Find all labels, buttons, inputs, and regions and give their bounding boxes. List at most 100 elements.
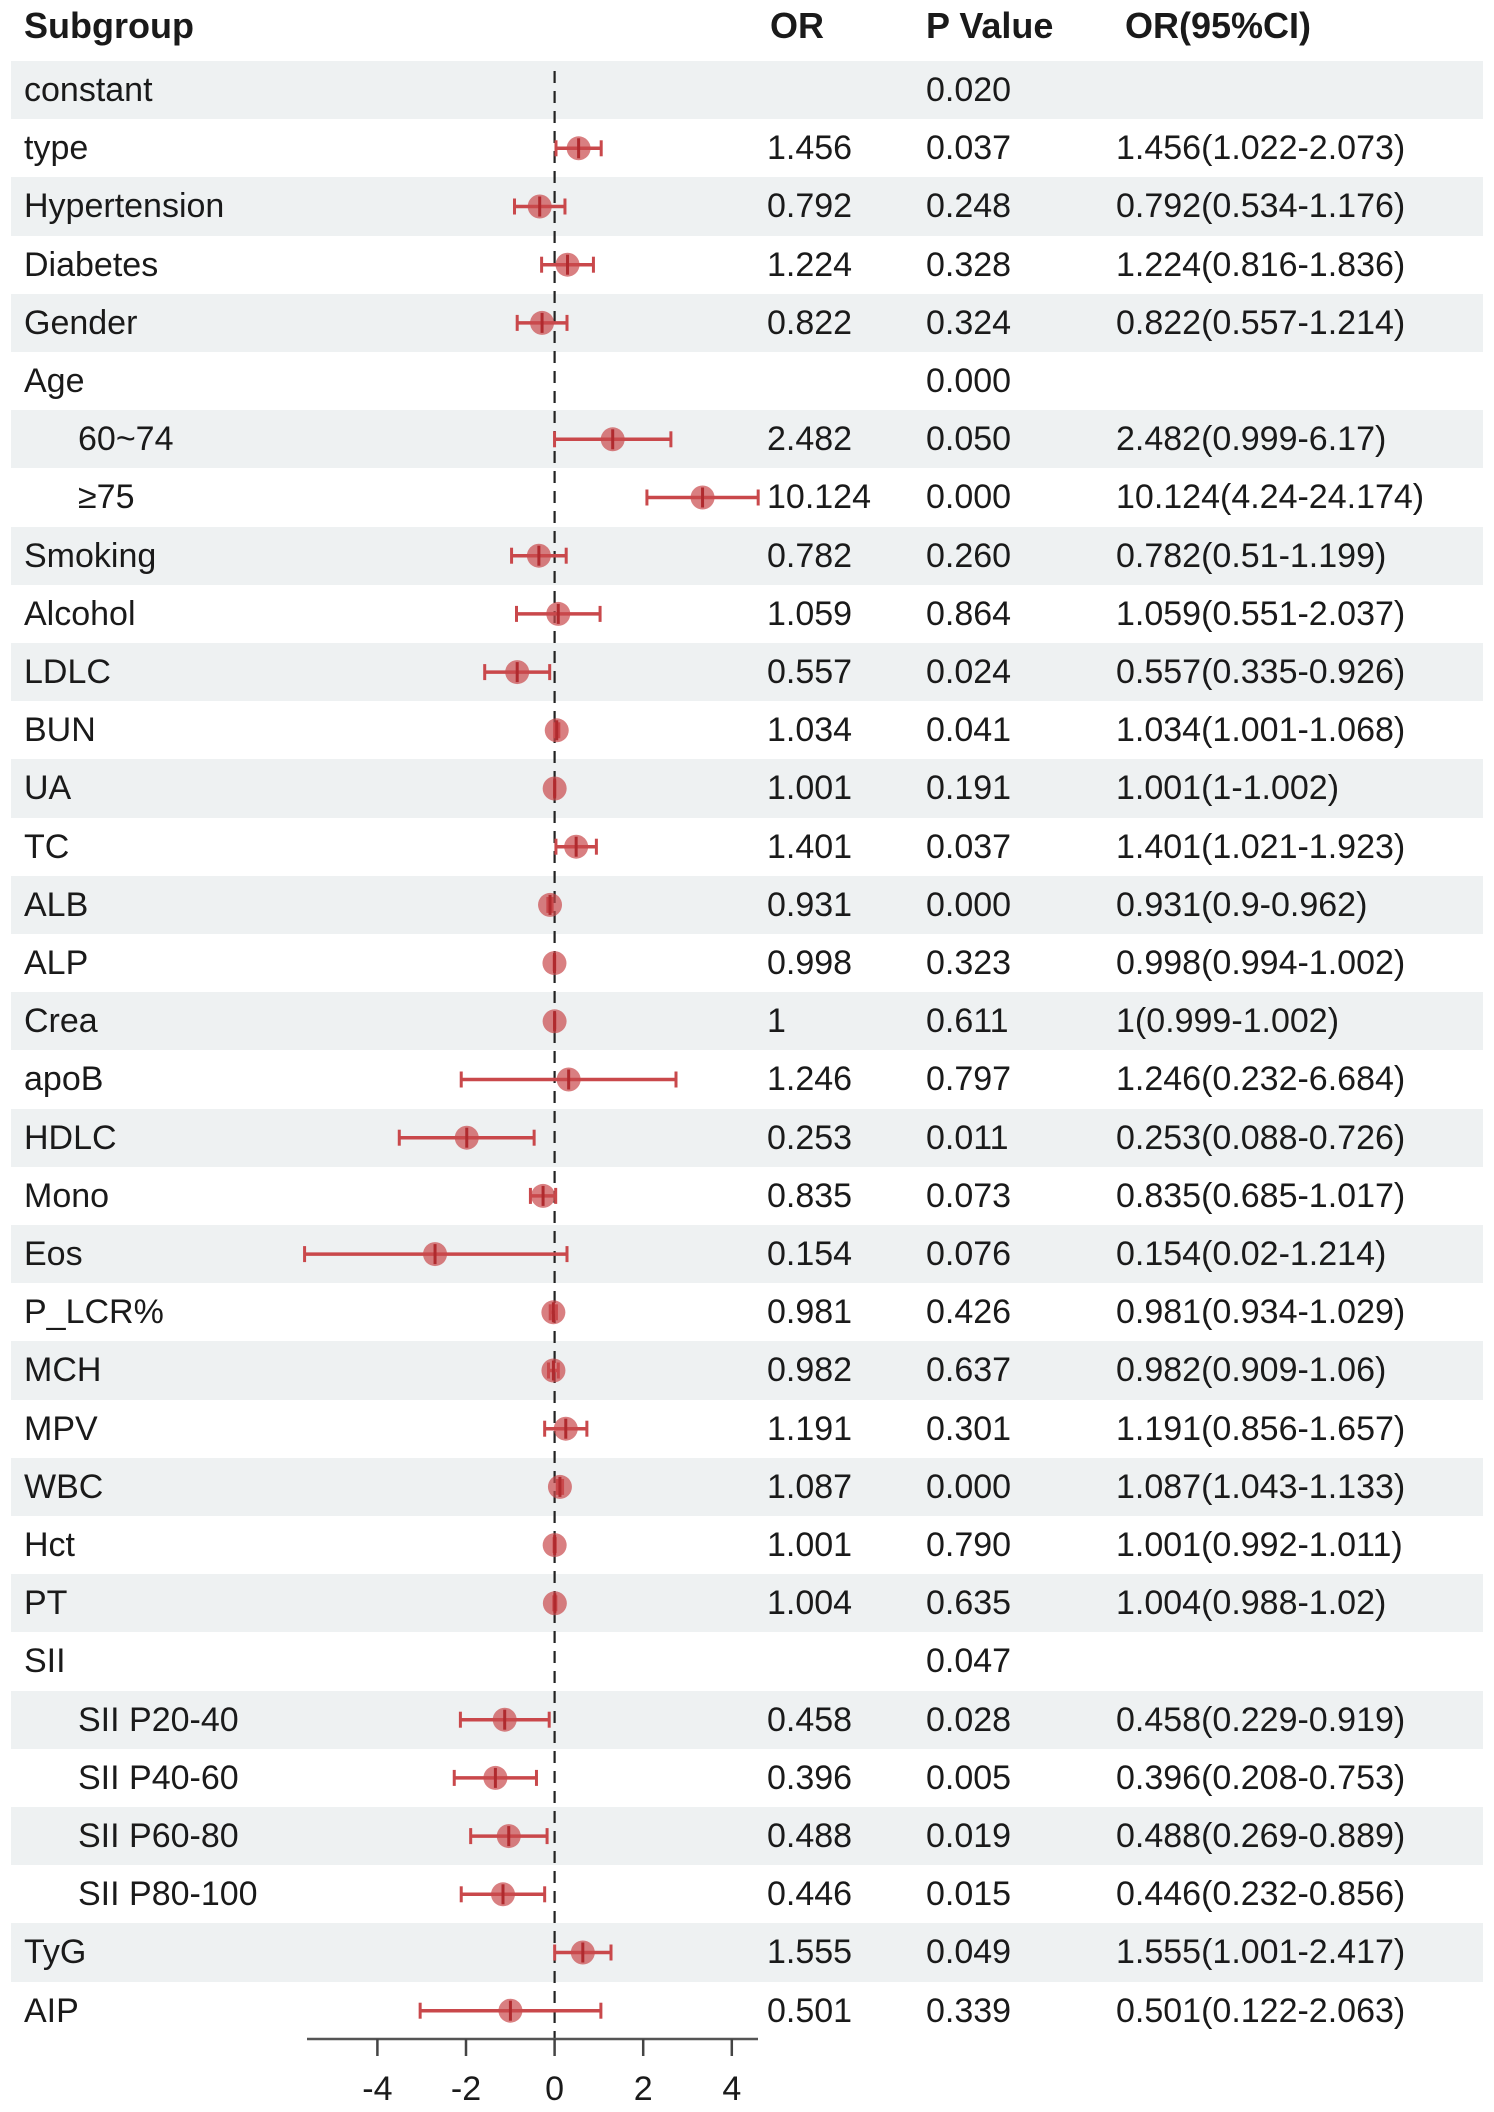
or-ci-value: 0.782(0.51-1.199) — [1116, 536, 1387, 575]
row-label: ≥75 — [78, 478, 135, 517]
x-tick-label: 2 — [634, 2070, 653, 2108]
table-row: Age 0.000 — [11, 352, 1483, 410]
p-value: 0.005 — [926, 1758, 1012, 1797]
or-ci-value: 1.246(0.232-6.684) — [1116, 1060, 1406, 1099]
p-value: 0.050 — [926, 420, 1012, 459]
or-value: 10.124 — [767, 478, 871, 517]
p-value: 0.047 — [926, 1642, 1012, 1681]
p-value: 0.864 — [926, 594, 1012, 633]
or-value: 0.458 — [767, 1700, 853, 1739]
table-row: SII P60-80 0.488 0.019 0.488(0.269-0.889) — [11, 1807, 1483, 1866]
or-ci-value: 0.981(0.934-1.029) — [1116, 1293, 1406, 1332]
row-label: ALP — [24, 944, 89, 982]
or-ci-value: 1.059(0.551-2.037) — [1116, 594, 1406, 633]
row-label: TC — [24, 827, 70, 866]
p-value: 0.797 — [926, 1060, 1012, 1099]
p-value: 0.020 — [926, 71, 1012, 109]
p-value: 0.248 — [926, 187, 1012, 226]
or-value: 0.253 — [767, 1118, 853, 1157]
x-tick-label: 4 — [722, 2070, 741, 2108]
row-label: apoB — [24, 1060, 104, 1099]
or-ci-value: 1.034(1.001-1.068) — [1116, 711, 1406, 750]
row-label: AIP — [24, 1991, 79, 2030]
header-subgroup: Subgroup — [24, 5, 194, 46]
row-label: UA — [24, 769, 72, 808]
table-row: 60~74 2.482 0.050 2.482(0.999-6.17) — [11, 410, 1483, 469]
table-row: Hct 1.001 0.790 1.001(0.992-1.011) — [11, 1516, 1483, 1574]
p-value: 0.037 — [926, 827, 1012, 866]
or-value: 0.998 — [767, 944, 853, 982]
table-row: HDLC 0.253 0.011 0.253(0.088-0.726) — [11, 1108, 1483, 1167]
row-label: TyG — [24, 1933, 87, 1972]
table-row: MPV 1.191 0.301 1.191(0.856-1.657) — [11, 1400, 1483, 1458]
or-ci-value: 1.087(1.043-1.133) — [1116, 1467, 1406, 1506]
p-value: 0.015 — [926, 1875, 1012, 1914]
or-value: 1.401 — [767, 827, 853, 866]
or-value: 1 — [767, 1002, 786, 1041]
table-row: Diabetes 1.224 0.328 1.224(0.816-1.836) — [11, 236, 1483, 294]
row-label: PT — [24, 1584, 68, 1623]
table-row: UA 1.001 0.191 1.001(1-1.002) — [11, 759, 1483, 818]
p-value: 0.301 — [926, 1409, 1012, 1448]
row-label: MCH — [24, 1351, 102, 1390]
or-ci-value: 1(0.999-1.002) — [1116, 1002, 1340, 1041]
p-value: 0.637 — [926, 1351, 1012, 1390]
or-ci-value: 0.501(0.122-2.063) — [1116, 1991, 1406, 2030]
p-value: 0.024 — [926, 653, 1012, 691]
or-value: 0.931 — [767, 885, 853, 924]
row-label: HDLC — [24, 1118, 117, 1157]
table-row: Smoking 0.782 0.260 0.782(0.51-1.199) — [11, 526, 1483, 585]
or-ci-value: 1.004(0.988-1.02) — [1116, 1584, 1387, 1623]
p-value: 0.000 — [926, 362, 1012, 400]
table-row: TyG 1.555 0.049 1.555(1.001-2.417) — [11, 1923, 1483, 1982]
or-value: 0.396 — [767, 1758, 853, 1797]
table-row: ALB 0.931 0.000 0.931(0.9-0.962) — [11, 875, 1483, 934]
or-ci-value: 1.456(1.022-2.073) — [1116, 129, 1406, 168]
table-row: ALP 0.998 0.323 0.998(0.994-1.002) — [11, 934, 1483, 992]
table-row: SII 0.047 — [11, 1632, 1483, 1690]
p-value: 0.000 — [926, 1467, 1012, 1506]
p-value: 0.000 — [926, 885, 1012, 924]
row-label: LDLC — [24, 653, 111, 691]
or-value: 0.501 — [767, 1991, 853, 2030]
table-row: BUN 1.034 0.041 1.034(1.001-1.068) — [11, 701, 1483, 759]
p-value: 0.324 — [926, 303, 1012, 342]
row-label: Mono — [24, 1176, 110, 1215]
or-ci-value: 0.792(0.534-1.176) — [1116, 187, 1406, 226]
or-value: 1.246 — [767, 1060, 853, 1099]
or-value: 1.087 — [767, 1467, 853, 1506]
row-label: SII — [24, 1642, 66, 1681]
p-value: 0.041 — [926, 711, 1012, 750]
or-ci-value: 0.396(0.208-0.753) — [1116, 1758, 1406, 1797]
table-row: ≥75 10.124 0.000 10.124(4.24-24.174) — [11, 468, 1483, 526]
p-value: 0.260 — [926, 536, 1012, 575]
row-label: constant — [24, 71, 153, 109]
row-label: Gender — [24, 303, 138, 342]
header-or: OR — [770, 5, 824, 46]
or-ci-value: 0.931(0.9-0.962) — [1116, 885, 1368, 924]
or-value: 1.001 — [767, 1526, 853, 1564]
or-value: 1.059 — [767, 594, 853, 633]
or-value: 1.191 — [767, 1409, 853, 1448]
or-value: 0.835 — [767, 1176, 853, 1215]
or-ci-value: 0.822(0.557-1.214) — [1116, 303, 1406, 342]
table-row: Gender 0.822 0.324 0.822(0.557-1.214) — [11, 293, 1483, 352]
row-label: Alcohol — [24, 594, 136, 633]
table-row: apoB 1.246 0.797 1.246(0.232-6.684) — [11, 1050, 1483, 1108]
p-value: 0.000 — [926, 478, 1012, 517]
or-value: 0.792 — [767, 187, 853, 226]
or-ci-value: 1.401(1.021-1.923) — [1116, 827, 1406, 866]
or-value: 0.557 — [767, 653, 853, 691]
p-value: 0.073 — [926, 1176, 1012, 1215]
row-label: Crea — [24, 1002, 98, 1041]
x-tick-label: 0 — [545, 2070, 564, 2108]
or-value: 1.456 — [767, 129, 853, 168]
p-value: 0.635 — [926, 1584, 1012, 1623]
table-row: LDLC 0.557 0.024 0.557(0.335-0.926) — [11, 643, 1483, 702]
or-ci-value: 0.488(0.269-0.889) — [1116, 1817, 1406, 1855]
table-row: MCH 0.982 0.637 0.982(0.909-1.06) — [11, 1341, 1483, 1400]
table-row: Alcohol 1.059 0.864 1.059(0.551-2.037) — [11, 585, 1483, 643]
or-value: 1.555 — [767, 1933, 853, 1972]
p-value: 0.011 — [926, 1118, 1009, 1157]
